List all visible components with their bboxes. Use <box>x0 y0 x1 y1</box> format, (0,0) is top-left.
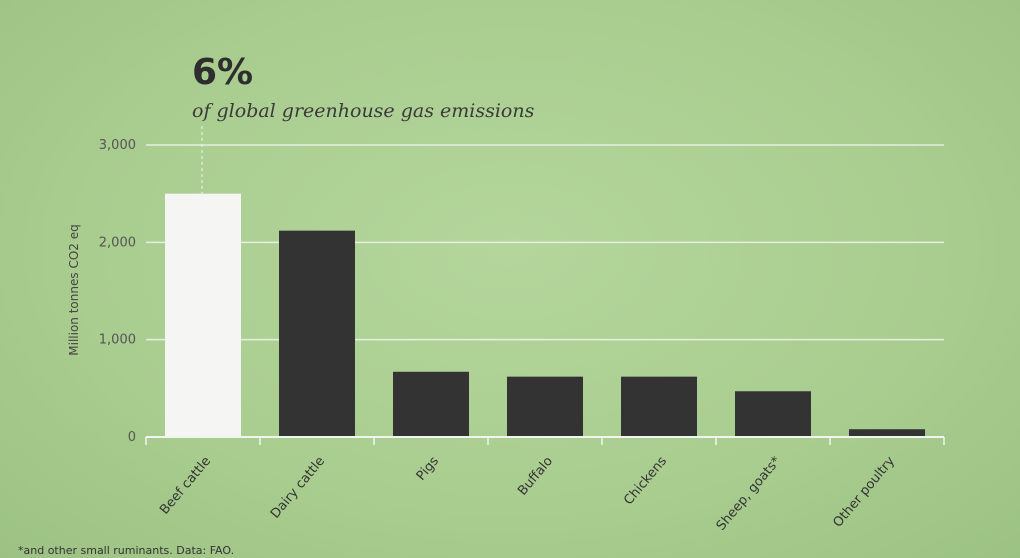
footnote: *and other small ruminants. Data: FAO. <box>18 544 234 557</box>
y-axis-ticks: 0 1,000 2,000 3,000 <box>99 138 136 445</box>
y-tick-label: 3,000 <box>99 138 136 153</box>
x-tick-label: Beef cattle <box>157 454 214 518</box>
bar <box>165 193 241 437</box>
bars <box>165 126 925 437</box>
x-axis-labels: Beef cattle Dairy cattle Pigs Buffalo Chicke… <box>157 454 898 534</box>
y-tick-label: 1,000 <box>99 333 136 348</box>
bar <box>507 376 583 437</box>
bar <box>621 376 697 437</box>
x-tick-label: Other poultry <box>830 454 898 531</box>
grid-lines <box>146 144 944 341</box>
big-stat: 6% <box>192 52 253 93</box>
y-tick-label: 0 <box>128 430 136 445</box>
bar <box>393 371 469 437</box>
chart-subtitle: of global greenhouse gas emissions <box>192 100 535 122</box>
x-tick-label: Pigs <box>414 454 442 484</box>
x-tick-label: Dairy cattle <box>268 454 328 522</box>
y-axis-title: Million tonnes CO2 eq <box>67 224 81 355</box>
y-tick-label: 2,000 <box>99 235 136 250</box>
bar <box>849 429 925 437</box>
x-tick-label: Buffalo <box>515 454 556 499</box>
x-tick-label: Sheep, goats* <box>714 454 785 534</box>
x-axis <box>145 436 945 445</box>
x-tick-label: Chickens <box>621 454 670 508</box>
bar <box>735 391 811 437</box>
bar <box>279 230 355 437</box>
